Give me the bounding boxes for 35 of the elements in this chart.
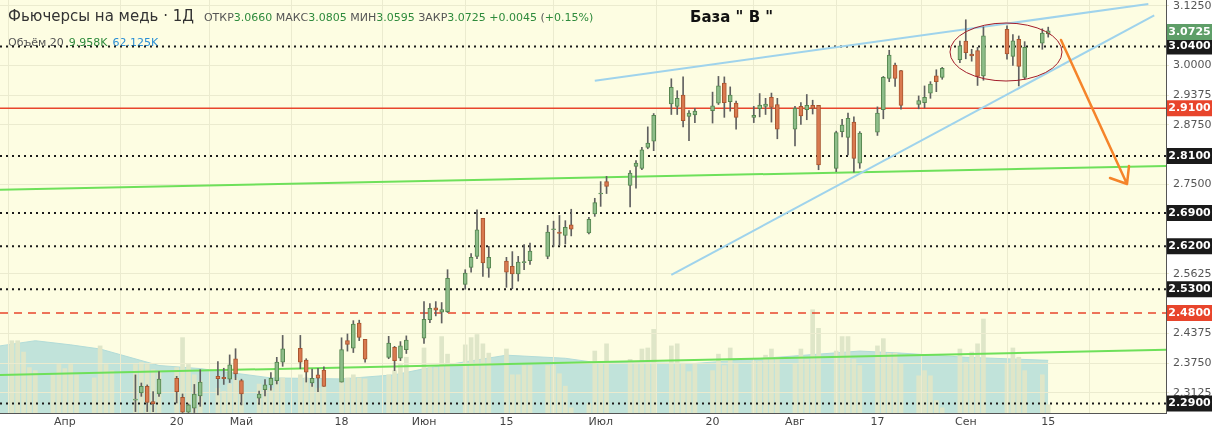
ref-line-label: 2.9100 [1168, 101, 1212, 115]
annotation: 62.125K [112, 36, 159, 49]
ref-line-label: 2.8100 [1168, 148, 1212, 162]
x-tick-label: Сен [954, 415, 977, 429]
y-tick-label: 2.3750 [1173, 355, 1212, 369]
ref-line-label: 2.4800 [1168, 305, 1212, 319]
y-tick-label: 2.4375 [1173, 326, 1212, 340]
x-tick-label: 20 [169, 415, 184, 429]
x-tick-label: Авг [785, 415, 806, 429]
ref-line-label: 3.0400 [1168, 39, 1212, 53]
text: 3.0725 [1168, 25, 1211, 38]
x-tick-label: 15 [499, 415, 514, 429]
y-tick-label: 2.7500 [1173, 177, 1212, 191]
annotation: База " В " [690, 8, 774, 26]
annotation: Объём 20 [8, 36, 64, 49]
x-tick-label: 18 [334, 415, 349, 429]
annotation: 9.958K [68, 36, 108, 49]
x-tick-label: 17 [870, 415, 885, 429]
y-tick-label: 3.1250 [1173, 0, 1212, 12]
y-tick-label: 2.5625 [1173, 266, 1212, 280]
x-tick-label: Апр [53, 415, 76, 429]
ref-line-label: 2.2900 [1168, 396, 1212, 410]
x-tick-label: Июн [411, 415, 437, 429]
y-tick-label: 2.9375 [1173, 88, 1212, 102]
ref-line-label: 2.5300 [1168, 282, 1212, 296]
y-tick-label: 2.8750 [1173, 117, 1212, 131]
ref-line-label: 2.6200 [1168, 239, 1212, 253]
ref-line-label: 2.6900 [1168, 205, 1212, 219]
x-tick-label: 15 [1041, 415, 1056, 429]
y-tick-label: 3.0000 [1173, 58, 1212, 72]
x-tick-label: Май [229, 415, 254, 429]
x-tick-label: Июл [588, 415, 613, 429]
x-tick-label: 20 [705, 415, 720, 429]
annotation: 3.0725 [447, 11, 486, 24]
text: Фьючерсы на медь · 1Д [8, 7, 194, 25]
